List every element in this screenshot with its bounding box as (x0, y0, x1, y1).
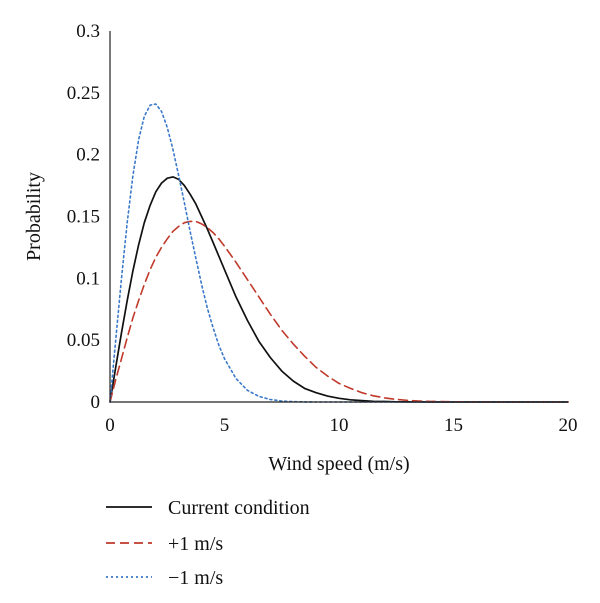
y-tick-label: 0.05 (67, 330, 100, 351)
legend-label: +1 m/s (168, 533, 223, 555)
x-tick-label: 20 (559, 415, 578, 436)
x-tick-label: 15 (444, 415, 463, 436)
x-tick-labels: 0 5 10 15 20 (105, 415, 577, 436)
y-tick-label: 0.25 (67, 83, 100, 104)
plot-series (109, 103, 569, 403)
x-axis-title: Wind speed (m/s) (268, 453, 409, 475)
legend-label: Current condition (168, 497, 310, 519)
legend-item: +1 m/s (106, 533, 223, 555)
x-tick-label: 5 (220, 415, 230, 436)
y-tick-label: 0.1 (76, 268, 100, 289)
y-tick-label: 0.2 (76, 145, 100, 166)
y-tick-label: 0.15 (67, 207, 100, 228)
legend-item: Current condition (106, 497, 310, 519)
series-line-2 (109, 220, 569, 403)
legend-item: −1 m/s (106, 567, 223, 589)
axes (109, 31, 568, 403)
y-tick-label: 0.3 (76, 21, 100, 42)
x-tick-label: 10 (330, 415, 349, 436)
legend-label: −1 m/s (168, 567, 223, 589)
legend: Current condition +1 m/s −1 m/s (106, 497, 310, 589)
x-tick-label: 0 (105, 415, 115, 436)
series-line-3 (109, 103, 569, 403)
y-tick-labels: 0 0.05 0.1 0.15 0.2 0.25 0.3 (67, 21, 100, 413)
series-line-1 (109, 176, 569, 403)
y-tick-label: 0 (91, 392, 101, 413)
y-axis-title: Probability (23, 172, 45, 261)
